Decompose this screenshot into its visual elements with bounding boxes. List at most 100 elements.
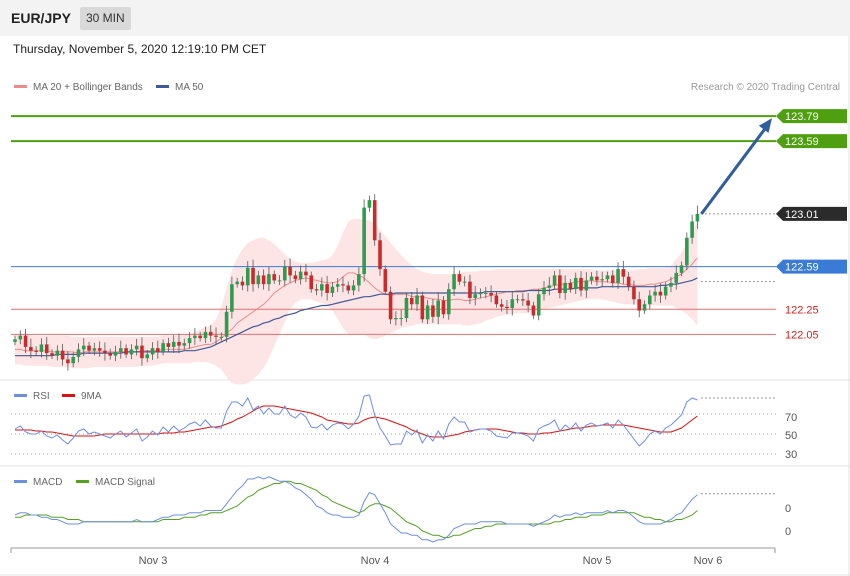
x-tick-label: Nov 5 <box>583 555 612 567</box>
candle-up <box>182 343 187 346</box>
candle-down <box>420 295 425 320</box>
candle-down <box>34 350 38 352</box>
support-value: 122.25 <box>785 304 819 316</box>
candle-up <box>187 338 192 344</box>
candle-down <box>66 359 70 364</box>
candle-up <box>446 289 451 315</box>
candle-up <box>320 284 324 291</box>
candle-up <box>552 275 557 286</box>
candle-up <box>362 207 366 275</box>
candle-up <box>478 292 483 295</box>
datetime-label: Thursday, November 5, 2020 12:19:10 PM C… <box>13 42 267 56</box>
ma50-line <box>15 277 698 357</box>
candle-up <box>357 274 361 286</box>
legend-ma20-label: MA 20 + Bollinger Bands <box>33 82 143 93</box>
candle-down <box>558 275 562 293</box>
macd-line <box>14 476 698 543</box>
candle-up <box>76 349 81 357</box>
candle-down <box>637 299 642 311</box>
macd-signal-line <box>15 480 698 538</box>
toolbar: EUR/JPY 30 MIN <box>0 0 850 36</box>
candle-down <box>489 292 493 296</box>
candle-up <box>18 335 23 340</box>
legend-rsi-ma-label: 9MA <box>81 391 102 402</box>
candle-down <box>44 344 49 354</box>
legend-rsi-label: RSI <box>33 391 50 402</box>
x-tick-label: Nov 3 <box>139 555 168 567</box>
candle-down <box>108 353 113 356</box>
candle-down <box>505 306 509 309</box>
candle-down <box>499 304 504 307</box>
symbol-label: EUR/JPY <box>11 10 71 26</box>
candle-up <box>267 274 271 285</box>
candle-up <box>473 294 478 298</box>
candle-up <box>235 281 239 285</box>
candle-up <box>399 318 403 320</box>
candle-down <box>272 274 277 281</box>
candle-up <box>335 284 340 287</box>
pivot-tag <box>776 259 847 274</box>
candle-up <box>81 345 86 350</box>
candle-up <box>573 277 578 290</box>
legend-swatch-rsi-ma <box>62 394 75 397</box>
candle-up <box>404 297 409 319</box>
candle-up <box>119 348 123 352</box>
candle-up <box>600 279 604 281</box>
candle-down <box>50 353 54 356</box>
candle-up <box>663 286 668 296</box>
candle-up <box>92 348 97 351</box>
candle-down <box>325 284 329 293</box>
rsi-line <box>14 394 698 447</box>
candle-up <box>436 300 440 317</box>
candle-up <box>203 331 208 339</box>
candle-up <box>55 350 60 356</box>
candle-up <box>71 356 75 364</box>
candle-down <box>531 305 536 316</box>
candle-down <box>626 276 631 287</box>
candle-down <box>304 271 308 276</box>
candle-down <box>521 299 525 301</box>
legend-swatch-macd <box>14 480 27 483</box>
arrow-layer <box>700 118 772 215</box>
legend-macd-label: MACD <box>33 477 62 488</box>
candle-up <box>330 286 335 293</box>
resistance-tag <box>776 109 847 124</box>
legend-swatch-ma50 <box>156 85 169 88</box>
candle-down <box>293 275 298 280</box>
candle-down <box>346 285 351 291</box>
copyright-label: Research © 2020 Trading Central <box>691 82 840 93</box>
candle-down <box>494 295 499 305</box>
candle-down <box>314 289 319 291</box>
rsi-panel <box>11 394 776 455</box>
candle-up <box>134 345 139 350</box>
legend-ma50-label: MA 50 <box>175 82 204 93</box>
candle-down <box>610 275 615 283</box>
legend-macd-signal-label: MACD Signal <box>95 477 155 488</box>
candle-down <box>383 269 388 292</box>
candle-up <box>425 305 430 320</box>
candle-up <box>171 341 176 347</box>
candle-up <box>462 281 467 283</box>
candle-up <box>39 344 44 352</box>
support-value: 122.05 <box>785 329 819 341</box>
candle-up <box>245 267 250 286</box>
candle-up <box>589 276 594 281</box>
timeframe-button[interactable]: 30 MIN <box>80 7 131 30</box>
candle-down <box>431 305 435 317</box>
candle-down <box>579 277 583 291</box>
candle-down <box>177 341 181 346</box>
last-price-value: 123.01 <box>785 209 819 221</box>
legend-swatch-ma20 <box>14 85 27 88</box>
candle-up <box>13 339 17 342</box>
candle-down <box>378 240 382 270</box>
bollinger-layer <box>15 218 698 385</box>
candle-down <box>140 345 144 359</box>
candle-up <box>277 280 282 282</box>
moving-averages-layer <box>15 257 698 357</box>
candle-up <box>224 311 229 337</box>
candle-up <box>298 271 303 280</box>
candle-up <box>282 266 287 281</box>
rsi-tick-label: 30 <box>785 449 797 461</box>
rsi-tick-label: 70 <box>785 412 797 424</box>
candle-down <box>526 300 530 306</box>
